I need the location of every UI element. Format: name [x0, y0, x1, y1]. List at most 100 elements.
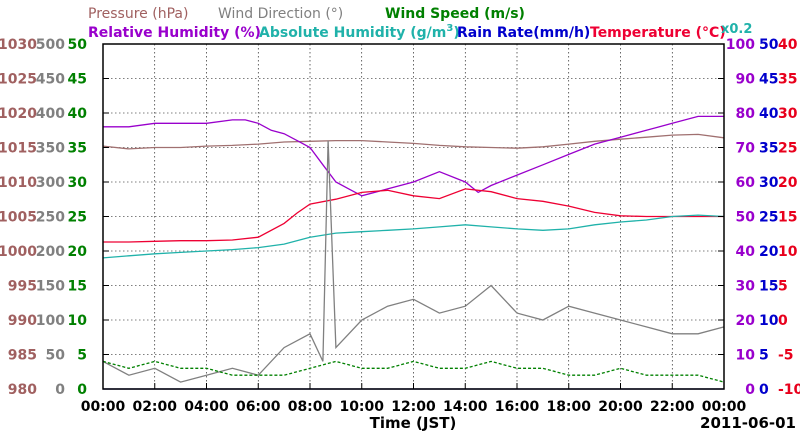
tick-label-x: 06:00: [236, 399, 281, 415]
tick-label-relative-humidity: 20: [736, 313, 756, 329]
tick-label-rain-rate: 20: [759, 244, 779, 260]
legend-wind-speed: Wind Speed (m/s): [385, 6, 525, 22]
tick-label-wind-speed: 35: [68, 141, 87, 157]
tick-label-wind-direction: 100: [36, 313, 65, 329]
tick-label-pressure: 980: [8, 382, 37, 398]
tick-label-temperature: 35: [778, 72, 797, 88]
tick-label-temperature: 40: [778, 37, 798, 53]
left-axes: 9809859909951000100510101015102010251030…: [0, 37, 109, 398]
series-absolute-humidity-g-m3: [102, 214, 725, 259]
series-temperature-c: [103, 188, 724, 243]
tick-label-wind-direction: 0: [55, 382, 65, 398]
tick-label-pressure: 990: [8, 313, 37, 329]
tick-label-rain-rate: 45: [759, 72, 778, 88]
tick-label-x: 22:00: [650, 399, 695, 415]
tick-label-wind-direction: 250: [36, 210, 65, 226]
tick-label-wind-speed: 15: [68, 279, 87, 295]
tick-label-wind-direction: 50: [46, 348, 66, 364]
tick-label-temperature: 10: [778, 244, 798, 260]
tick-label-rain-rate: 25: [759, 210, 778, 226]
tick-label-rain-rate: 35: [759, 141, 778, 157]
tick-label-wind-direction: 350: [36, 141, 65, 157]
tick-label-x: 20:00: [598, 399, 643, 415]
tick-label-pressure: 1010: [0, 175, 37, 191]
tick-label-pressure: 1015: [0, 141, 37, 157]
tick-label-wind-speed: 45: [68, 72, 87, 88]
legend-rain-rate: Rain Rate(mm/h): [457, 25, 590, 41]
series-wind-speed-m-s: [102, 360, 725, 383]
tick-label-x: 00:00: [702, 399, 747, 415]
tick-label-wind-direction: 300: [36, 175, 65, 191]
tick-label-pressure: 1020: [0, 106, 37, 122]
tick-label-pressure: 1005: [0, 210, 37, 226]
tick-label-relative-humidity: 10: [736, 348, 756, 364]
tick-label-relative-humidity: 30: [736, 279, 756, 295]
tick-label-relative-humidity: 70: [736, 141, 756, 157]
tick-label-x: 02:00: [132, 399, 177, 415]
series-relative-humidity: [103, 115, 724, 197]
x-axis-label: Time (JST): [370, 414, 457, 432]
x-axis: 00:00 02:00 04:00 06:00 08:00 10:00 12:00 14:00…: [81, 383, 747, 415]
tick-label-wind-speed: 20: [68, 244, 88, 260]
legend-absolute-humidity: Absolute Humidity (g/m3): [259, 23, 460, 41]
tick-label-temperature: 25: [778, 141, 797, 157]
tick-label-temperature: 0: [778, 313, 788, 329]
tick-label-relative-humidity: 90: [736, 72, 756, 88]
tick-label-relative-humidity: 60: [736, 175, 756, 191]
tick-label-relative-humidity: 100: [726, 37, 755, 53]
tick-label-rain-rate: 0: [759, 382, 769, 398]
tick-label-rain-rate: 10: [759, 313, 779, 329]
tick-label-wind-speed: 30: [68, 175, 88, 191]
date-label: 2011-06-01: [700, 414, 796, 432]
tick-label-x: 14:00: [443, 399, 488, 415]
tick-label-pressure: 1030: [0, 37, 37, 53]
tick-label-wind-direction: 400: [36, 106, 65, 122]
tick-label-wind-speed: 10: [68, 313, 88, 329]
tick-label-x: 16:00: [495, 399, 540, 415]
tick-label-rain-rate: 50: [759, 37, 779, 53]
tick-label-relative-humidity: 0: [745, 382, 755, 398]
legend-pressure: Pressure (hPa): [88, 6, 188, 22]
tick-label-temperature: 30: [778, 106, 798, 122]
tick-label-rain-rate: 40: [759, 106, 779, 122]
series-wind-direction: [102, 140, 725, 383]
tick-label-pressure: 985: [8, 348, 37, 364]
tick-label-rain-rate: 15: [759, 279, 778, 295]
tick-label-x: 18:00: [546, 399, 591, 415]
tick-label-x: 10:00: [339, 399, 384, 415]
series-pressure-hpa: [102, 133, 725, 150]
tick-label-wind-direction: 150: [36, 279, 65, 295]
tick-label-temperature: -5: [778, 348, 794, 364]
tick-label-temperature: 15: [778, 210, 797, 226]
tick-label-relative-humidity: 80: [736, 106, 756, 122]
tick-label-wind-speed: 50: [68, 37, 88, 53]
tick-label-wind-speed: 25: [68, 210, 87, 226]
tick-label-temperature: 20: [778, 175, 798, 191]
tick-label-temperature: -10: [778, 382, 800, 398]
tick-label-relative-humidity: 40: [736, 244, 756, 260]
tick-label-x: 04:00: [184, 399, 229, 415]
tick-label-x: 08:00: [288, 399, 333, 415]
tick-label-wind-speed: 40: [68, 106, 88, 122]
legend-relative-humidity: Relative Humidity (%): [88, 25, 261, 41]
tick-label-temperature: 5: [778, 279, 788, 295]
tick-label-wind-speed: 5: [77, 348, 87, 364]
legend-temperature: Temperature (°C): [590, 25, 726, 41]
tick-label-pressure: 995: [8, 279, 37, 295]
tick-label-rain-rate: 5: [759, 348, 769, 364]
scale-note: x0.2: [721, 22, 752, 37]
right-axes: 0102030405060708090100051015202530354045…: [718, 37, 800, 398]
tick-label-wind-direction: 450: [36, 72, 65, 88]
tick-label-x: 00:00: [81, 399, 126, 415]
tick-label-x: 12:00: [391, 399, 436, 415]
tick-label-rain-rate: 30: [759, 175, 779, 191]
legend-wind-direction: Wind Direction (°): [218, 6, 343, 22]
tick-label-wind-direction: 200: [36, 244, 65, 260]
tick-label-pressure: 1025: [0, 72, 37, 88]
tick-label-wind-direction: 500: [36, 37, 65, 53]
tick-label-relative-humidity: 50: [736, 210, 756, 226]
tick-label-wind-speed: 0: [77, 382, 87, 398]
tick-label-pressure: 1000: [0, 244, 37, 260]
